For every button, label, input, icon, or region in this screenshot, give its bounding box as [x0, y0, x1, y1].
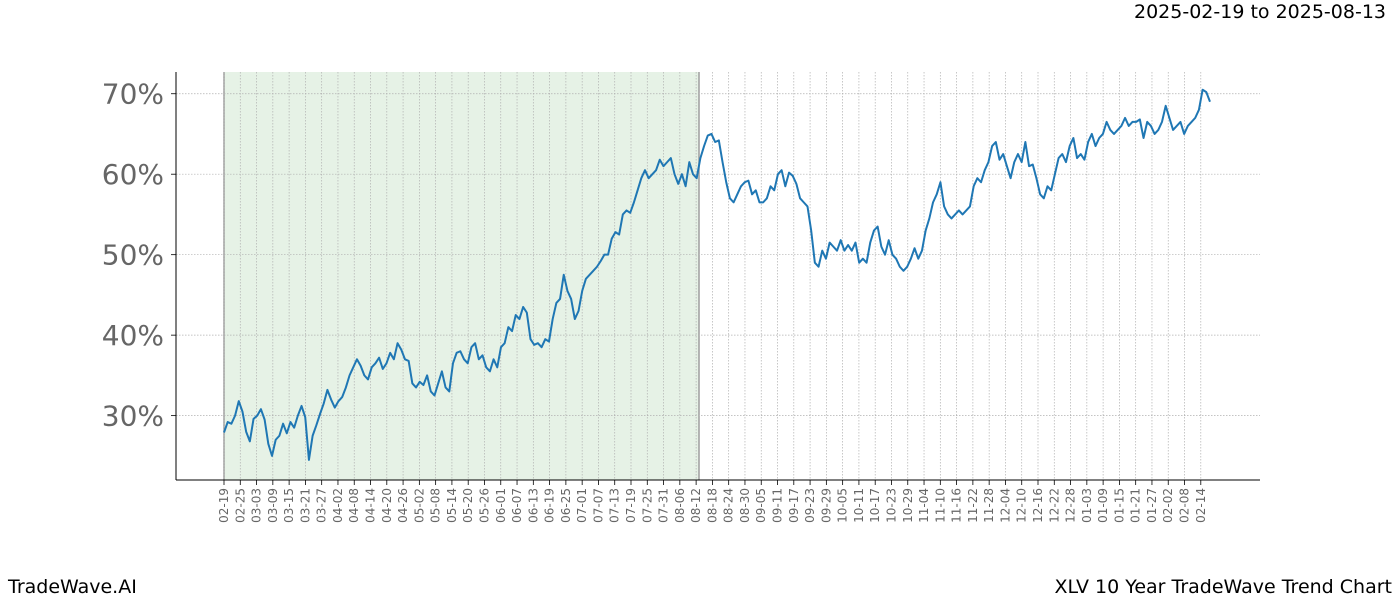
- axes: [171, 72, 1260, 485]
- x-tick-label: 06-25: [559, 488, 573, 523]
- x-tick-label: 12-04: [998, 488, 1012, 523]
- y-tick-labels: 30% 40% 50% 60% 70%: [102, 78, 164, 433]
- x-tick-label: 01-21: [1129, 488, 1143, 523]
- x-tick-label: 05-08: [429, 488, 443, 523]
- x-tick-label: 06-13: [526, 488, 540, 523]
- series-layer: [223, 88, 1211, 461]
- x-tick-label: 02-08: [1178, 488, 1192, 523]
- x-tick-label: 05-02: [412, 488, 426, 523]
- x-tick-label: 10-23: [884, 488, 898, 523]
- x-tick-label: 10-05: [836, 488, 850, 523]
- x-tick-label: 02-25: [233, 488, 247, 523]
- x-tick-label: 03-03: [250, 488, 264, 523]
- chart-title: XLV 10 Year TradeWave Trend Chart: [1054, 576, 1393, 598]
- x-tick-label: 07-07: [591, 488, 605, 523]
- x-tick-label: 11-10: [933, 488, 947, 523]
- x-tick-label: 07-01: [575, 488, 589, 523]
- x-tick-label: 07-19: [624, 488, 638, 523]
- x-tick-label: 07-25: [640, 488, 654, 523]
- x-tick-label: 10-29: [901, 488, 915, 523]
- y-tick-label: 70%: [102, 78, 164, 111]
- x-tick-label: 01-03: [1080, 488, 1094, 523]
- highlight-region-layer: [223, 72, 700, 480]
- x-tick-label: 07-31: [657, 488, 671, 523]
- x-tick-label: 08-12: [689, 488, 703, 523]
- x-tick-label: 12-22: [1047, 488, 1061, 523]
- x-tick-label: 09-11: [771, 488, 785, 523]
- date-range: 2025-02-19 to 2025-08-13: [1134, 1, 1386, 23]
- series-line: [223, 88, 1211, 461]
- y-tick-label: 30%: [102, 400, 164, 433]
- x-tick-label: 03-09: [266, 488, 280, 523]
- x-tick-label: 11-16: [950, 488, 964, 523]
- x-tick-label: 06-01: [494, 488, 508, 523]
- brand-label: TradeWave.AI: [8, 576, 137, 598]
- x-tick-label: 06-07: [510, 488, 524, 523]
- y-tick-label: 60%: [102, 158, 164, 191]
- x-tick-label: 08-06: [673, 488, 687, 523]
- x-tick-label: 01-15: [1112, 488, 1126, 523]
- y-tick-label: 40%: [102, 319, 164, 352]
- x-tick-label: 04-08: [347, 488, 361, 523]
- x-tick-label: 12-16: [1031, 488, 1045, 523]
- y-tick-label: 50%: [102, 239, 164, 272]
- x-tick-label: 04-02: [331, 488, 345, 523]
- x-tick-label: 05-26: [477, 488, 491, 523]
- x-tick-label: 01-27: [1145, 488, 1159, 523]
- x-tick-label: 08-18: [705, 488, 719, 523]
- x-tick-label: 10-17: [868, 488, 882, 523]
- x-tick-label: 11-04: [917, 488, 931, 523]
- x-tick-label: 08-24: [722, 488, 736, 523]
- x-tick-label: 07-13: [608, 488, 622, 523]
- x-tick-label: 12-10: [1015, 488, 1029, 523]
- x-tick-label: 05-20: [461, 488, 475, 523]
- x-tick-label: 03-27: [315, 488, 329, 523]
- x-tick-label: 11-28: [982, 488, 996, 523]
- x-tick-label: 02-14: [1194, 488, 1208, 523]
- x-tick-label: 02-19: [217, 488, 231, 523]
- x-tick-label: 10-11: [852, 488, 866, 523]
- x-tick-label: 08-30: [738, 488, 752, 523]
- x-tick-label: 12-28: [1064, 488, 1078, 523]
- x-tick-label: 04-26: [396, 488, 410, 523]
- gridlines: [176, 72, 1260, 480]
- x-tick-label: 09-23: [803, 488, 817, 523]
- x-tick-label: 06-19: [543, 488, 557, 523]
- x-tick-label: 09-29: [819, 488, 833, 523]
- x-tick-label: 11-22: [966, 488, 980, 523]
- x-tick-label: 03-15: [282, 488, 296, 523]
- x-tick-label: 04-14: [364, 488, 378, 523]
- x-tick-labels: 02-19 02-25 03-03 03-09 03-15 03-21 03-27 04-02…: [217, 488, 1208, 523]
- x-tick-label: 05-14: [445, 488, 459, 523]
- x-tick-label: 02-02: [1161, 488, 1175, 523]
- x-tick-label: 04-20: [380, 488, 394, 523]
- x-tick-label: 09-17: [787, 488, 801, 523]
- x-tick-label: 01-09: [1096, 488, 1110, 523]
- highlight-region: [224, 72, 699, 480]
- x-tick-label: 09-05: [754, 488, 768, 523]
- x-tick-label: 03-21: [298, 488, 312, 523]
